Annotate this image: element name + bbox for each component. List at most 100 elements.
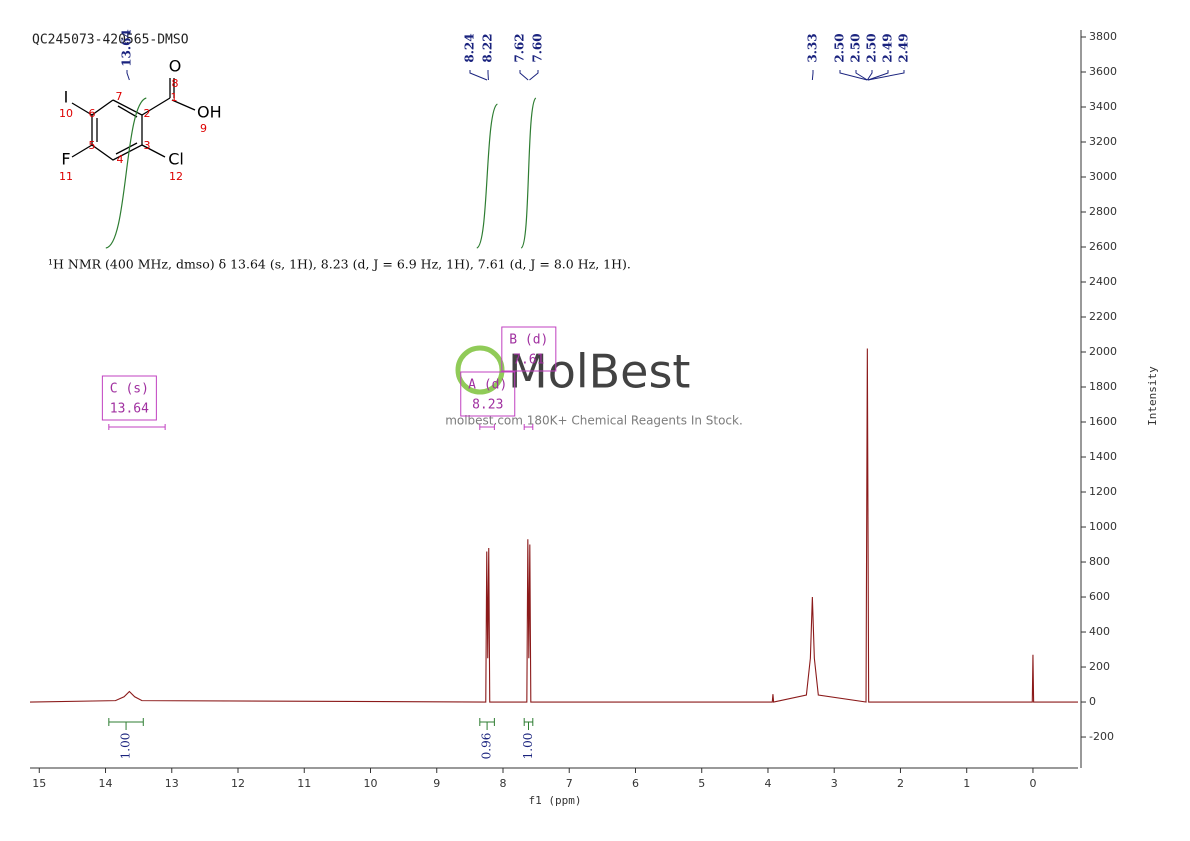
integral-label: 1.00 bbox=[521, 733, 535, 760]
x-tick-label: 0 bbox=[1029, 777, 1036, 790]
atom: OH bbox=[197, 103, 222, 122]
x-tick-label: 10 bbox=[364, 777, 378, 790]
peak-connector bbox=[126, 70, 130, 81]
multiplet-shift: 8.23 bbox=[472, 398, 503, 413]
atom-number: 8 bbox=[172, 77, 179, 90]
integral-label: 1.00 bbox=[119, 733, 133, 760]
peak-connector bbox=[839, 70, 868, 81]
y-tick-label: 1400 bbox=[1089, 450, 1117, 463]
peak-connector bbox=[855, 70, 868, 81]
integral-curve bbox=[476, 103, 498, 249]
multiplet-range bbox=[108, 424, 166, 430]
y-tick-label: 2600 bbox=[1089, 240, 1117, 253]
x-tick-label: 3 bbox=[831, 777, 838, 790]
peak-label: 8.24 bbox=[463, 33, 477, 62]
y-tick-label: 0 bbox=[1089, 695, 1096, 708]
bond bbox=[141, 144, 166, 158]
peak-label: 13.64 bbox=[120, 29, 134, 67]
bond bbox=[71, 102, 93, 116]
ring bbox=[91, 99, 143, 161]
y-tick-label: 3200 bbox=[1089, 135, 1117, 148]
y-tick-label: 2400 bbox=[1089, 275, 1117, 288]
y-axis-label: Intensity bbox=[1146, 366, 1159, 426]
peak-label: 8.22 bbox=[481, 33, 495, 62]
multiplet-name: C (s) bbox=[110, 382, 149, 397]
x-tick-label: 5 bbox=[698, 777, 705, 790]
y-tick-label: 1200 bbox=[1089, 485, 1117, 498]
sample-id: QC245073-420565-DMSO bbox=[32, 33, 189, 48]
x-tick-label: 13 bbox=[165, 777, 179, 790]
peak-connector bbox=[529, 70, 539, 81]
y-tick-label: -200 bbox=[1089, 730, 1114, 743]
y-tick-label: 1000 bbox=[1089, 520, 1117, 533]
y-tick-label: 1800 bbox=[1089, 380, 1117, 393]
peak-label: 2.49 bbox=[881, 33, 895, 62]
multiplet-shift: 13.64 bbox=[110, 402, 149, 417]
bond bbox=[71, 144, 93, 158]
multiplet-range bbox=[523, 424, 534, 430]
multiplet-name: A (d) bbox=[468, 378, 507, 393]
peak-connector bbox=[811, 70, 814, 81]
peak-label: 2.50 bbox=[849, 33, 863, 62]
atom-number: 9 bbox=[200, 122, 207, 135]
bond bbox=[171, 99, 196, 111]
x-tick-label: 12 bbox=[231, 777, 245, 790]
multiplet-box bbox=[460, 371, 516, 417]
x-axis-label: f1 (ppm) bbox=[529, 794, 582, 807]
x-tick-label: 8 bbox=[499, 777, 506, 790]
y-tick-label: 2200 bbox=[1089, 310, 1117, 323]
x-tick-label: 7 bbox=[566, 777, 573, 790]
multiplet-box bbox=[101, 375, 157, 421]
multiplet-name: B (d) bbox=[509, 333, 548, 348]
peak-connector bbox=[867, 70, 905, 81]
atoms: O 8 OH 9 I 10 F 11 Cl 12 1 2 3 4 5 6 7 bbox=[59, 57, 222, 184]
y-tick-label: 2800 bbox=[1089, 205, 1117, 218]
atom: O bbox=[169, 57, 182, 76]
y-tick-label: 800 bbox=[1089, 555, 1110, 568]
multiplet-shift: 7.61 bbox=[513, 353, 544, 368]
nmr-description: ¹H NMR (400 MHz, dmso) δ 13.64 (s, 1H), … bbox=[48, 257, 631, 272]
tagline: molbest.com 180K+ Chemical Reagents In S… bbox=[445, 414, 743, 428]
peak-label: 7.62 bbox=[513, 33, 527, 62]
bond bbox=[141, 97, 171, 116]
y-tick-label: 2000 bbox=[1089, 345, 1117, 358]
y-tick-label: 3000 bbox=[1089, 170, 1117, 183]
spectrum-line bbox=[29, 348, 1078, 703]
multiplet-box bbox=[501, 326, 557, 372]
integral-bracket bbox=[479, 718, 495, 730]
peak-label: 2.50 bbox=[833, 33, 847, 62]
y-tick-label: 1600 bbox=[1089, 415, 1117, 428]
atom: I bbox=[64, 88, 69, 107]
atom: F bbox=[61, 150, 70, 169]
atom-number: 3 bbox=[144, 139, 151, 152]
atom-number: 6 bbox=[89, 107, 96, 120]
atom: Cl bbox=[168, 150, 184, 169]
integral-label: 0.96 bbox=[480, 733, 494, 760]
bond bbox=[115, 142, 138, 155]
x-tick-label: 9 bbox=[433, 777, 440, 790]
multiplet-range bbox=[479, 424, 495, 430]
atom-number: 1 bbox=[171, 91, 178, 104]
y-tick-label: 600 bbox=[1089, 590, 1110, 603]
y-tick-label: 3800 bbox=[1089, 30, 1117, 43]
atom-number: 12 bbox=[169, 170, 183, 183]
x-tick-label: 14 bbox=[99, 777, 113, 790]
bond bbox=[117, 105, 138, 118]
x-tick-label: 2 bbox=[897, 777, 904, 790]
atom-number: 2 bbox=[144, 107, 151, 120]
x-tick-label: 6 bbox=[632, 777, 639, 790]
integral-bracket bbox=[523, 718, 534, 730]
peak-connector bbox=[866, 70, 873, 81]
peak-connector bbox=[519, 70, 529, 81]
atom-number: 10 bbox=[59, 107, 73, 120]
integral-curve bbox=[105, 97, 147, 249]
atom-number: 5 bbox=[89, 139, 96, 152]
y-tick-label: 3400 bbox=[1089, 100, 1117, 113]
x-tick-label: 1 bbox=[963, 777, 970, 790]
x-tick-label: 11 bbox=[297, 777, 311, 790]
peak-label: 7.60 bbox=[531, 33, 545, 62]
atom-number: 11 bbox=[59, 170, 73, 183]
y-tick-label: 400 bbox=[1089, 625, 1110, 638]
peak-label: 3.33 bbox=[806, 33, 820, 62]
